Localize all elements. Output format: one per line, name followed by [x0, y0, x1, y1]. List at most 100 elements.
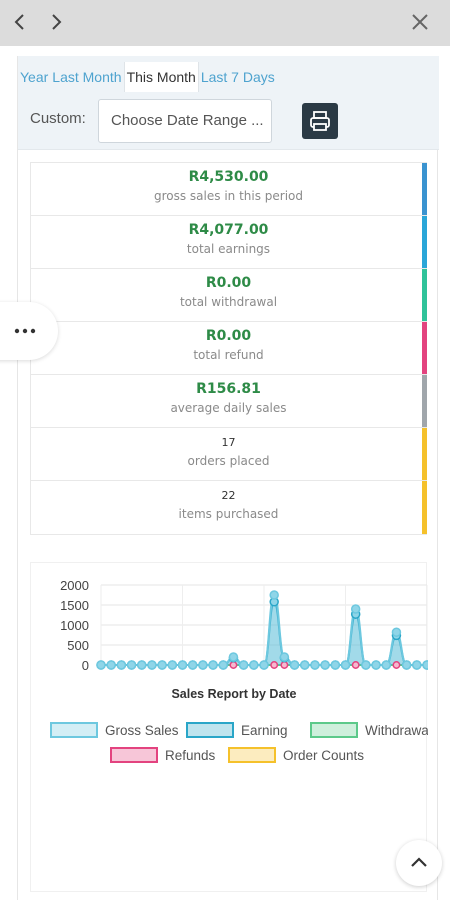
- stat-value: R0.00: [205, 328, 252, 344]
- data-point: [96, 660, 106, 670]
- date-range-input[interactable]: Choose Date Range ...: [98, 99, 272, 143]
- stat-color-bar: [422, 216, 427, 268]
- sales-report-panel: Year Last Month This Month Last 7 Days C…: [17, 56, 439, 900]
- data-point: [238, 660, 249, 670]
- data-point: [208, 660, 218, 670]
- stat-value: R0.00: [205, 275, 252, 291]
- side-menu-button[interactable]: [0, 302, 58, 360]
- stat-value: 17: [221, 436, 236, 449]
- custom-range-label: Custom:: [30, 110, 86, 127]
- data-point: [280, 661, 289, 669]
- y-tick-label: 1000: [60, 618, 89, 633]
- data-point: [249, 660, 259, 670]
- legend-label: Withdrawal: [365, 723, 428, 738]
- data-point: [106, 660, 116, 670]
- browser-toolbar: [0, 0, 450, 46]
- series-area-earning: [101, 601, 427, 665]
- stat-label: total withdrawal: [179, 295, 278, 309]
- stat-label: items purchased: [178, 507, 279, 521]
- legend-label: Gross Sales: [105, 723, 179, 738]
- data-point: [320, 660, 330, 670]
- tab-last-7-days[interactable]: Last 7 Days: [200, 69, 275, 85]
- legend-swatch: [50, 722, 98, 738]
- legend-label: Earning: [241, 723, 288, 738]
- stat-label: total refund: [193, 348, 264, 362]
- data-point: [157, 660, 167, 670]
- data-point: [137, 660, 147, 670]
- data-point: [391, 627, 402, 637]
- stat-color-bar: [422, 428, 427, 480]
- stat-value: R4,530.00: [188, 169, 269, 185]
- print-icon: [310, 111, 330, 131]
- data-point: [310, 660, 320, 670]
- tab-this-month[interactable]: This Month: [123, 62, 199, 92]
- legend-swatch: [110, 747, 158, 763]
- y-tick-label: 2000: [60, 578, 89, 593]
- stat-average-daily-sales: R156.81 average daily sales: [31, 375, 427, 428]
- data-point: [340, 660, 351, 670]
- stat-color-bar: [422, 375, 427, 427]
- stat-value: 22: [221, 489, 236, 502]
- data-point: [218, 660, 228, 670]
- data-point: [422, 660, 428, 670]
- legend-swatch: [186, 722, 234, 738]
- chevron-left-icon[interactable]: [8, 10, 32, 34]
- y-tick-label: 1500: [60, 598, 89, 613]
- sales-report-chart: 0 500 1000 1500 2000 Sales Report by Date Gros…: [50, 578, 428, 763]
- data-point: [126, 660, 137, 670]
- date-filter-bar: Year Last Month This Month Last 7 Days C…: [18, 56, 439, 150]
- data-point: [361, 660, 371, 670]
- data-point: [351, 661, 360, 669]
- stat-color-bar: [422, 269, 427, 321]
- stat-total-refund: R0.00 total refund: [31, 322, 427, 375]
- data-point: [279, 652, 290, 662]
- period-tabs: Year Last Month This Month Last 7 Days: [18, 62, 277, 92]
- stat-total-withdrawal: R0.00 total withdrawal: [31, 269, 427, 322]
- data-point: [412, 660, 422, 670]
- stat-label: orders placed: [187, 454, 270, 468]
- stat-value: R4,077.00: [188, 222, 269, 238]
- data-point: [167, 660, 178, 670]
- data-point: [269, 590, 279, 600]
- stat-orders-placed: 17 orders placed: [31, 428, 427, 481]
- chart-title: Sales Report by Date: [171, 687, 296, 701]
- data-point: [116, 660, 127, 670]
- data-point: [187, 660, 198, 670]
- summary-stats: R4,530.00 gross sales in this period R4,…: [30, 162, 427, 535]
- data-point: [330, 660, 341, 670]
- tab-last-month[interactable]: Last Month: [52, 69, 122, 85]
- chevron-up-icon: [411, 857, 427, 867]
- stat-color-bar: [422, 322, 427, 374]
- data-point: [300, 660, 310, 670]
- stat-items-purchased: 22 items purchased: [31, 481, 427, 534]
- chevron-right-icon[interactable]: [44, 10, 68, 34]
- stat-gross-sales: R4,530.00 gross sales in this period: [31, 163, 427, 216]
- print-button[interactable]: [302, 103, 338, 139]
- data-point: [371, 660, 381, 670]
- stat-color-bar: [422, 163, 427, 215]
- data-point: [198, 660, 208, 670]
- data-point: [177, 660, 188, 670]
- stat-label: gross sales in this period: [153, 189, 304, 203]
- close-icon[interactable]: [408, 10, 432, 34]
- stat-value: R156.81: [196, 381, 261, 397]
- data-point: [289, 660, 300, 670]
- data-point: [228, 652, 239, 662]
- sales-chart-card: 0 500 1000 1500 2000 Sales Report by Date Gros…: [30, 562, 428, 892]
- stat-label: total earnings: [186, 242, 271, 256]
- legend-swatch: [310, 722, 358, 738]
- data-point: [259, 660, 269, 670]
- legend-label: Refunds: [165, 748, 216, 763]
- data-point: [381, 660, 391, 670]
- y-tick-label: 500: [67, 638, 89, 653]
- scroll-to-top-button[interactable]: [396, 840, 442, 886]
- stat-color-bar: [422, 481, 427, 534]
- y-tick-label: 0: [82, 658, 89, 673]
- data-point: [270, 661, 279, 669]
- series-area-gross-sales: [101, 595, 427, 665]
- legend-label: Order Counts: [283, 748, 364, 763]
- more-dots-icon: [14, 328, 36, 334]
- data-point: [229, 661, 238, 669]
- data-point: [392, 661, 401, 669]
- tab-year[interactable]: Year: [20, 69, 49, 85]
